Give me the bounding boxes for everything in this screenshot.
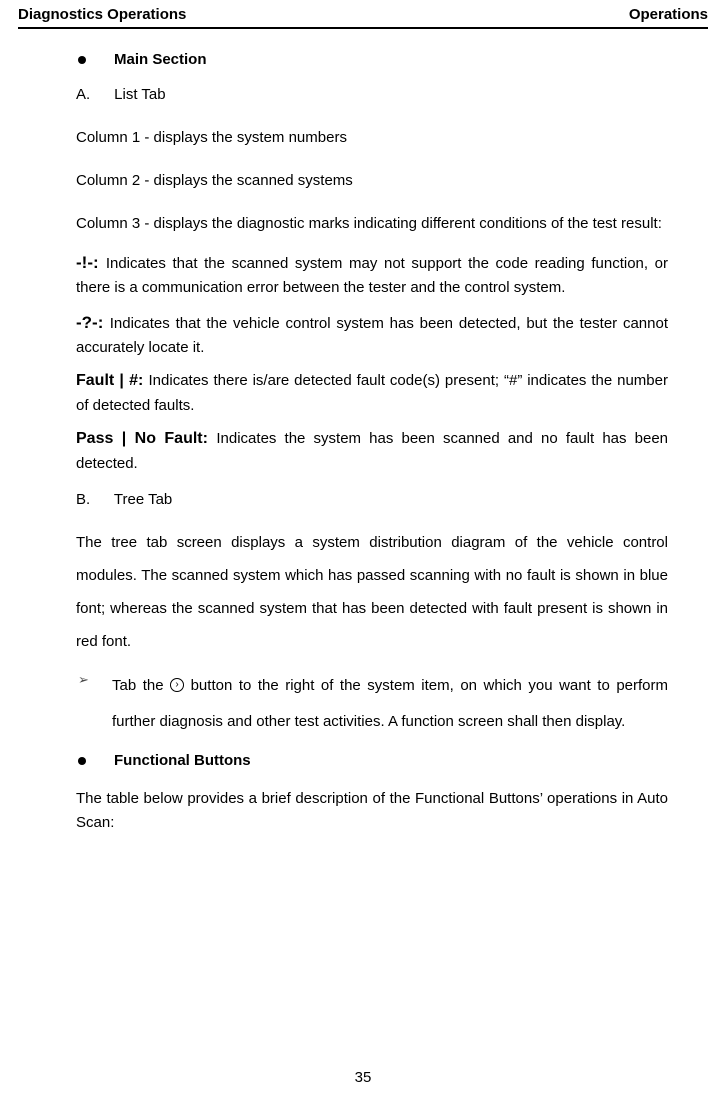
column-3-desc: Column 3 - displays the diagnostic marks… bbox=[76, 207, 668, 240]
column-2-desc: Column 2 - displays the scanned systems bbox=[76, 164, 668, 197]
def-fault: Fault | #: Indicates there is/are detect… bbox=[76, 369, 668, 417]
def-pass: Pass | No Fault: Indicates the system ha… bbox=[76, 427, 668, 475]
header-left-title: Diagnostics Operations bbox=[18, 6, 186, 23]
bullet-icon bbox=[78, 56, 86, 64]
def-fault-text: Indicates there is/are detected fault co… bbox=[76, 372, 668, 414]
arrow-instruction-text: Tab the › button to the right of the sys… bbox=[112, 668, 668, 740]
list-tab-heading: A. List Tab bbox=[76, 86, 668, 103]
arrow-bullet-icon: ➢ bbox=[78, 668, 112, 740]
page-header: Diagnostics Operations Operations bbox=[18, 0, 708, 29]
tree-tab-label: Tree Tab bbox=[114, 491, 172, 508]
page-number: 35 bbox=[0, 1069, 726, 1086]
circle-arrow-icon: › bbox=[170, 678, 184, 692]
page-content: Main Section A. List Tab Column 1 - disp… bbox=[18, 29, 708, 834]
arrow-text-part2: button to the right of the system item, … bbox=[112, 677, 668, 730]
functional-buttons-heading: Functional Buttons bbox=[76, 752, 668, 769]
arrow-instruction: ➢ Tab the › button to the right of the s… bbox=[78, 668, 668, 740]
column-1-desc: Column 1 - displays the system numbers bbox=[76, 121, 668, 154]
tree-tab-desc: The tree tab screen displays a system di… bbox=[76, 526, 668, 658]
arrow-text-part1: Tab the bbox=[112, 677, 170, 694]
def-pass-prefix: Pass | No Fault: bbox=[76, 430, 216, 447]
def-exclaim-text: Indicates that the scanned system may no… bbox=[76, 255, 668, 296]
functional-buttons-intro: The table below provides a brief descrip… bbox=[76, 787, 668, 834]
header-right-title: Operations bbox=[629, 6, 708, 23]
def-exclaim: -!-: Indicates that the scanned system m… bbox=[76, 250, 668, 300]
list-tab-letter: A. bbox=[76, 86, 110, 103]
def-question-text: Indicates that the vehicle control syste… bbox=[76, 315, 668, 356]
tree-tab-letter: B. bbox=[76, 491, 110, 508]
main-section-heading: Main Section bbox=[76, 51, 668, 68]
def-question: -?-: Indicates that the vehicle control … bbox=[76, 310, 668, 360]
main-section-label: Main Section bbox=[114, 51, 207, 68]
list-tab-label: List Tab bbox=[114, 86, 165, 103]
tree-tab-heading: B. Tree Tab bbox=[76, 491, 668, 508]
def-fault-prefix: Fault | #: bbox=[76, 372, 149, 389]
def-question-prefix: -?-: bbox=[76, 313, 110, 332]
functional-buttons-label: Functional Buttons bbox=[114, 752, 251, 769]
bullet-icon bbox=[78, 757, 86, 765]
def-exclaim-prefix: -!-: bbox=[76, 253, 106, 272]
page-container: Diagnostics Operations Operations Main S… bbox=[0, 0, 726, 1106]
